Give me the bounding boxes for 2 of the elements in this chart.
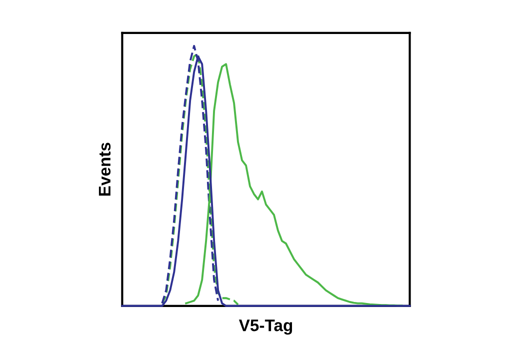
x-axis-title: V5-Tag bbox=[238, 320, 292, 335]
y-axis-title: Events bbox=[98, 142, 111, 196]
